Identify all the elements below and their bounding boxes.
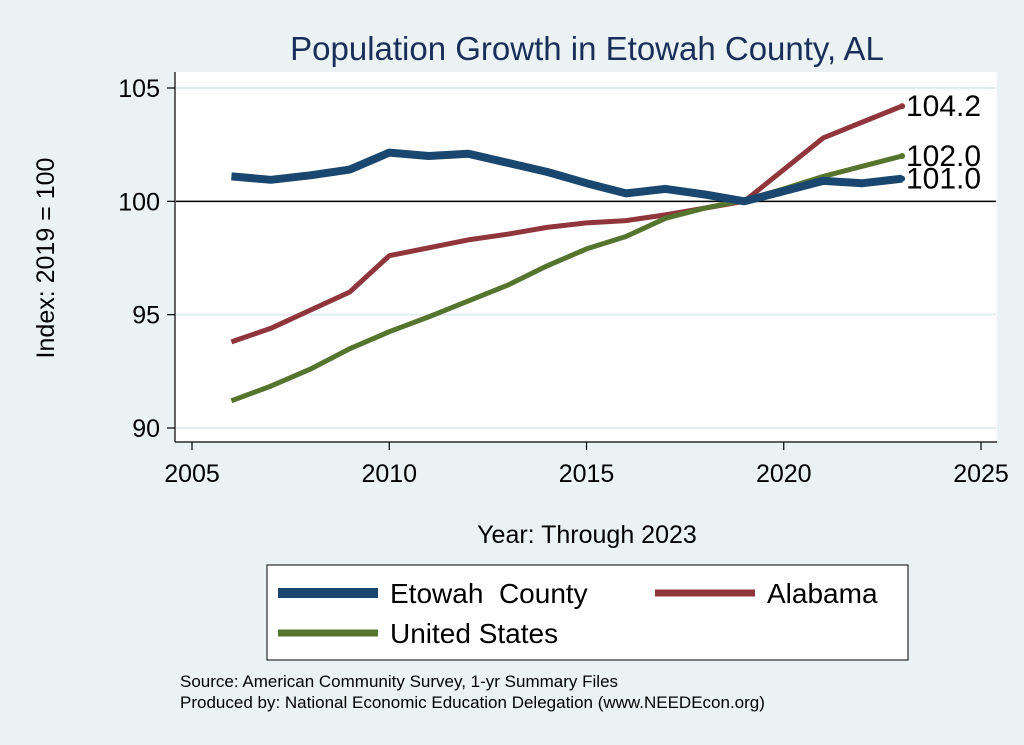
y-tick-label: 95 [132,302,160,330]
series-line-etowah-county [231,148,903,206]
end-label: 102.0 [906,140,981,173]
plot-area [175,72,997,442]
y-axis-title: Index: 2019 = 100 [32,158,60,359]
series-end-point [899,103,906,110]
x-axis-title: Year: Through 2023 [477,521,697,549]
end-labels: 101.0 104.2 102.0 [906,90,981,196]
produced-by-text: Produced by: National Economic Education… [180,693,765,712]
legend-items: Etowah County Alabama United States [278,578,878,649]
end-label: 104.2 [906,90,981,123]
series-line-alabama [230,103,904,345]
legend-label: United States [390,618,558,649]
series-end-point [899,175,906,182]
series-lines [230,103,906,404]
source-text: Source: American Community Survey, 1-yr … [180,672,618,691]
y-tick-label: 105 [118,75,160,103]
x-tick-label: 2015 [559,460,615,488]
x-tick-label: 2025 [953,460,1009,488]
end-label: 101.0 [906,163,981,196]
x-tick-label: 2020 [756,460,812,488]
y-tick-label: 100 [118,188,160,216]
legend-label: Alabama [767,578,878,609]
x-tick-label: 2010 [361,460,417,488]
x-ticks: 2005 2010 2015 2020 2025 [164,442,1009,488]
chart-title: Population Growth in Etowah County, AL [290,30,884,67]
series-end-point [899,153,906,159]
legend-label: Etowah County [390,578,588,609]
y-ticks: 90 95 100 105 [118,75,175,443]
x-tick-label: 2005 [164,460,220,488]
y-tick-label: 90 [132,415,160,443]
legend [266,564,909,661]
